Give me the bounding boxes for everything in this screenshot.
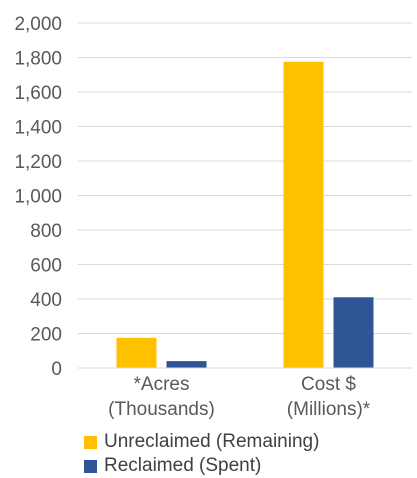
bar	[166, 361, 207, 368]
y-tick-label: 200	[30, 325, 62, 346]
y-tick-label: 1,600	[14, 83, 62, 104]
x-tick-label: Cost $	[301, 374, 356, 395]
legend-swatch-reclaimed	[84, 459, 97, 473]
legend-item-unreclaimed: Unreclaimed (Remaining)	[84, 430, 319, 454]
y-tick-label: 0	[51, 359, 62, 380]
y-tick-label: 600	[30, 256, 62, 277]
legend-label-unreclaimed: Unreclaimed (Remaining)	[104, 431, 320, 452]
legend-label-reclaimed: Reclaimed (Spent)	[104, 455, 262, 476]
y-tick-label: 400	[30, 290, 62, 311]
y-tick-label: 800	[30, 221, 62, 242]
y-tick-label: 2,000	[14, 14, 62, 35]
bar	[283, 61, 324, 368]
legend: Unreclaimed (Remaining) Reclaimed (Spent…	[84, 430, 319, 478]
bar-chart: 0 200 400 600 800 1,000 1,200 1,400 1,600 1,800 2,…	[14, 14, 412, 420]
y-tick-label: 1,400	[14, 118, 62, 139]
y-tick-label: 1,200	[14, 152, 62, 173]
x-tick-label: (Millions)*	[287, 399, 371, 420]
y-tick-label: 1,000	[14, 187, 62, 208]
legend-item-reclaimed: Reclaimed (Spent)	[84, 454, 319, 478]
x-tick-label: (Thousands)	[108, 399, 215, 420]
legend-swatch-unreclaimed	[84, 435, 97, 449]
bar	[116, 337, 157, 368]
y-tick-label: 1,800	[14, 49, 62, 70]
bar	[333, 297, 374, 368]
x-tick-label: *Acres	[134, 374, 190, 395]
